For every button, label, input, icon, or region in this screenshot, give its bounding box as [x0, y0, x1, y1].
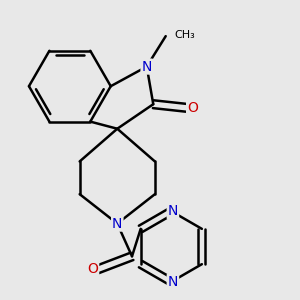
- Text: CH₃: CH₃: [175, 29, 196, 40]
- Text: O: O: [87, 262, 98, 276]
- Text: N: N: [168, 275, 178, 289]
- Text: O: O: [187, 101, 198, 115]
- Text: N: N: [112, 217, 122, 231]
- Text: N: N: [142, 60, 152, 74]
- Text: N: N: [168, 204, 178, 218]
